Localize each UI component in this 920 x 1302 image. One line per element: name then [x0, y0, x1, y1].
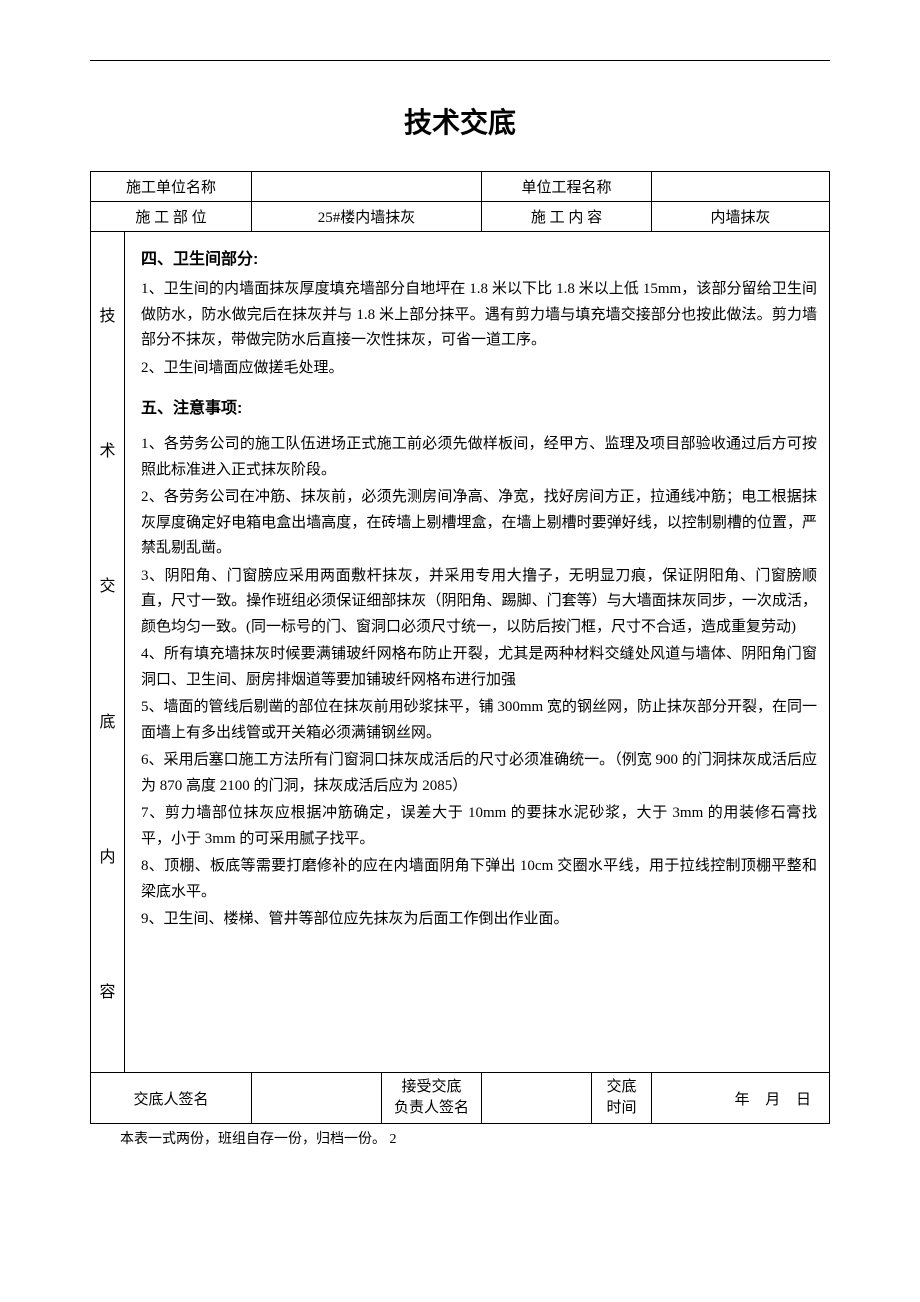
signer-value	[251, 1073, 381, 1124]
time-label-l1: 交底	[606, 1079, 636, 1095]
section5-p4: 4、所有填充墙抹灰时候要满铺玻纤网格布防止开裂，尤其是两种材料交缝处风道与墙体、…	[141, 642, 817, 693]
receiver-label-l2: 负责人签名	[394, 1100, 469, 1116]
form-table: 施工单位名称 单位工程名称 施 工 部 位 25#楼内墙抹灰 施 工 内 容 内…	[90, 171, 830, 1124]
signature-row: 交底人签名 接受交底 负责人签名 交底 时间 年 月 日	[91, 1073, 830, 1124]
top-rule	[90, 60, 830, 61]
receiver-label: 接受交底 负责人签名	[381, 1073, 481, 1124]
vchar: 容	[99, 978, 115, 1002]
section5-title: 五、注意事项:	[141, 395, 817, 422]
signer-label: 交底人签名	[91, 1073, 252, 1124]
vchar: 底	[99, 708, 115, 732]
project-name-label: 单位工程名称	[481, 172, 651, 202]
content-cell: 四、卫生间部分: 1、卫生间的内墙面抹灰厚度填充墙部分自地坪在 1.8 米以下比…	[125, 232, 830, 1073]
content-label: 施 工 内 容	[481, 202, 651, 232]
content-value: 内墙抹灰	[651, 202, 829, 232]
project-name-value	[651, 172, 829, 202]
section5-p2: 2、各劳务公司在冲筋、抹灰前，必须先测房间净高、净宽，找好房间方正，拉通线冲筋；…	[141, 485, 817, 562]
unit-name-value	[251, 172, 481, 202]
section4-title: 四、卫生间部分:	[141, 246, 817, 273]
page-title: 技术交底	[90, 101, 830, 141]
header-row-1: 施工单位名称 单位工程名称	[91, 172, 830, 202]
position-label: 施 工 部 位	[91, 202, 252, 232]
unit-name-label: 施工单位名称	[91, 172, 252, 202]
page: 技术交底 施工单位名称 单位工程名称 施 工 部 位 25#楼内墙抹灰 施 工 …	[0, 0, 920, 1188]
section5-p3: 3、阴阳角、门窗膀应采用两面敷杆抹灰，并采用专用大撸子，无明显刀痕，保证阴阳角、…	[141, 564, 817, 641]
receiver-label-l1: 接受交底	[401, 1079, 461, 1095]
section5-p1: 1、各劳务公司的施工队伍进场正式施工前必须先做样板间，经甲方、监理及项目部验收通…	[141, 432, 817, 483]
section5-p6: 6、采用后塞口施工方法所有门窗洞口抹灰成活后的尺寸必须准确统一。（例宽 900 …	[141, 748, 817, 799]
receiver-value	[481, 1073, 591, 1124]
section4-p2: 2、卫生间墙面应做搓毛处理。	[141, 356, 817, 382]
section5-p7: 7、剪力墙部位抹灰应根据冲筋确定，误差大于 10mm 的要抹水泥砂浆，大于 3m…	[141, 801, 817, 852]
vchar: 技	[99, 302, 115, 326]
footnote: 本表一式两份，班组自存一份，归档一份。 2	[90, 1128, 830, 1148]
section5-p8: 8、顶棚、板底等需要打磨修补的应在内墙面阴角下弹出 10cm 交圈水平线，用于拉…	[141, 854, 817, 905]
vertical-label-cell: 技 术 交 底 内 容	[91, 232, 125, 1073]
vchar: 内	[99, 843, 115, 867]
position-value: 25#楼内墙抹灰	[251, 202, 481, 232]
section5-p9: 9、卫生间、楼梯、管井等部位应先抹灰为后面工作倒出作业面。	[141, 907, 817, 933]
vchar: 术	[99, 437, 115, 461]
time-label-l2: 时间	[606, 1100, 636, 1116]
header-row-2: 施 工 部 位 25#楼内墙抹灰 施 工 内 容 内墙抹灰	[91, 202, 830, 232]
vertical-label: 技 术 交 底 内 容	[91, 232, 124, 1072]
vchar: 交	[99, 572, 115, 596]
section5-p5: 5、墙面的管线后剔凿的部位在抹灰前用砂浆抹平，铺 300mm 宽的钢丝网，防止抹…	[141, 695, 817, 746]
time-label: 交底 时间	[591, 1073, 651, 1124]
date-cell: 年 月 日	[651, 1073, 829, 1124]
content-row: 技 术 交 底 内 容 四、卫生间部分: 1、卫生间的内墙面抹灰厚度填充墙部分自…	[91, 232, 830, 1073]
section4-p1: 1、卫生间的内墙面抹灰厚度填充墙部分自地坪在 1.8 米以下比 1.8 米以上低…	[141, 277, 817, 354]
